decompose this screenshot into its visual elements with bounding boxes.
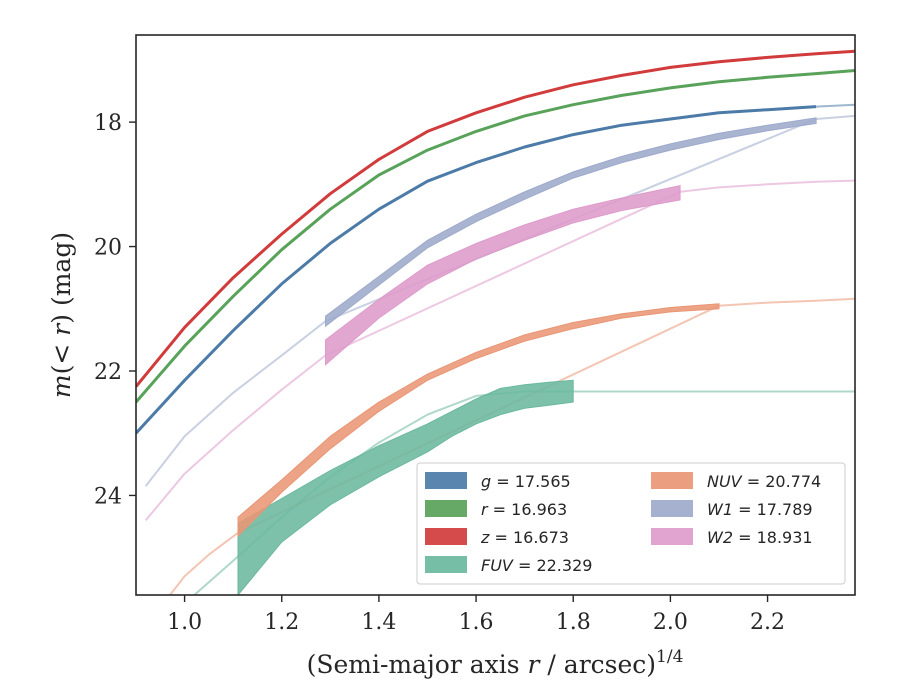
optical-curves bbox=[136, 49, 855, 435]
legend-frame bbox=[416, 462, 846, 585]
legend-label-FUV: FUV = 22.329 bbox=[481, 556, 592, 575]
legend-label-z: z = 16.673 bbox=[480, 528, 569, 547]
x-tick-label: 2.2 bbox=[750, 610, 785, 635]
legend-swatch-W1 bbox=[651, 500, 693, 517]
x-tick-label: 1.0 bbox=[167, 610, 202, 635]
legend: g = 17.565 r = 16.963 z = 16.673 FUV = 22.3… bbox=[416, 462, 846, 585]
x-tick-label: 1.2 bbox=[264, 610, 299, 635]
series-g-line bbox=[136, 105, 817, 435]
legend-label-NUV: NUV = 20.774 bbox=[707, 472, 821, 491]
series-g-extrapolation bbox=[816, 103, 855, 108]
series-W1-band bbox=[325, 117, 817, 328]
legend-swatch-W2 bbox=[651, 528, 693, 545]
y-tick-label: 22 bbox=[94, 360, 122, 385]
legend-label-W2: W2 = 18.931 bbox=[707, 528, 813, 547]
series-FUV-band bbox=[237, 379, 574, 595]
y-tick-label: 18 bbox=[94, 111, 122, 136]
legend-swatch-FUV bbox=[425, 556, 467, 573]
series-W1-extrapolation bbox=[144, 114, 855, 487]
y-axis-title: m(< r) (mag) bbox=[47, 232, 76, 398]
series-W2-extrapolation bbox=[144, 179, 855, 521]
x-tick-label: 2.0 bbox=[653, 610, 688, 635]
series-W2-band bbox=[325, 184, 681, 366]
legend-label-g: g = 17.565 bbox=[481, 472, 571, 491]
x-tick-label: 1.4 bbox=[361, 610, 396, 635]
series-z-line bbox=[136, 49, 855, 388]
x-tick-label: 1.8 bbox=[556, 610, 591, 635]
legend-label-W1: W1 = 17.789 bbox=[707, 500, 813, 519]
measured-bands bbox=[237, 117, 817, 595]
legend-label-r: r = 16.963 bbox=[481, 500, 567, 519]
series-NUV-band bbox=[237, 303, 720, 538]
y-tick-label: 20 bbox=[94, 236, 122, 261]
y-axis-ticks: 18 20 22 24 bbox=[94, 111, 136, 509]
legend-swatch-NUV bbox=[651, 472, 693, 489]
x-tick-label: 1.6 bbox=[459, 610, 494, 635]
legend-swatch-g bbox=[425, 472, 467, 489]
legend-swatch-r bbox=[425, 500, 467, 517]
x-axis-title: (Semi-major axis r / arcsec)1/4 bbox=[307, 647, 684, 679]
y-tick-label: 24 bbox=[94, 484, 122, 509]
plot-frame bbox=[135, 34, 856, 596]
legend-swatch-z bbox=[425, 528, 467, 545]
series-r-line bbox=[136, 69, 855, 404]
x-axis-ticks: 1.0 1.2 1.4 1.6 1.8 2.0 2.2 bbox=[167, 595, 785, 635]
